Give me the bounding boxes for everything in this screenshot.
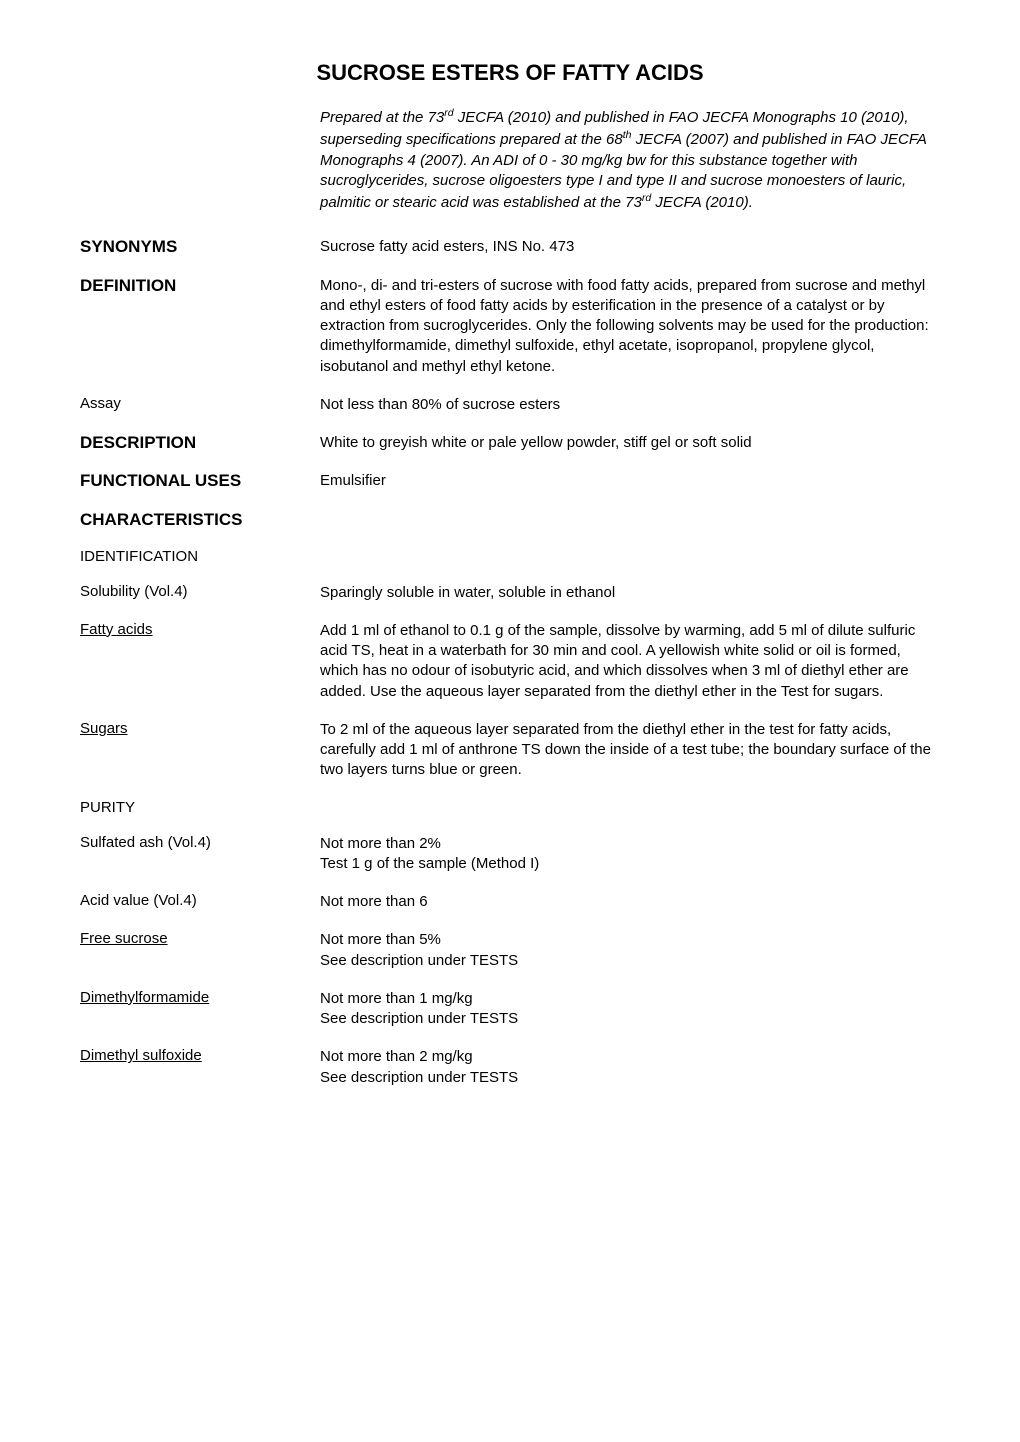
solubility-value: Sparingly soluble in water, soluble in e… xyxy=(320,583,940,603)
dimethylformamide-value: Not more than 1 mg/kg See description un… xyxy=(320,989,940,1030)
acid-value-row: Acid value (Vol.4) Not more than 6 xyxy=(80,892,940,912)
solubility-label: Solubility (Vol.4) xyxy=(80,583,320,600)
synonyms-value: Sucrose fatty acid esters, INS No. 473 xyxy=(320,237,940,257)
sulfated-ash-label: Sulfated ash (Vol.4) xyxy=(80,834,320,851)
document-page: SUCROSE ESTERS OF FATTY ACIDS Prepared a… xyxy=(0,0,1020,1166)
assay-value: Not less than 80% of sucrose esters xyxy=(320,395,940,415)
dimethyl-sulfoxide-value: Not more than 2 mg/kg See description un… xyxy=(320,1047,940,1088)
free-sucrose-label: Free sucrose xyxy=(80,930,320,947)
free-sucrose-value: Not more than 5% See description under T… xyxy=(320,930,940,971)
sulfated-ash-row: Sulfated ash (Vol.4) Not more than 2% Te… xyxy=(80,834,940,875)
definition-value: Mono-, di- and tri-esters of sucrose wit… xyxy=(320,276,940,377)
identification-header: IDENTIFICATION xyxy=(80,548,940,565)
sugars-row: Sugars To 2 ml of the aqueous layer sepa… xyxy=(80,720,940,781)
sulfated-ash-value: Not more than 2% Test 1 g of the sample … xyxy=(320,834,940,875)
dimethylformamide-label: Dimethylformamide xyxy=(80,989,320,1006)
description-value: White to greyish white or pale yellow po… xyxy=(320,433,940,453)
definition-label: DEFINITION xyxy=(80,276,320,296)
description-row: DESCRIPTION White to greyish white or pa… xyxy=(80,433,940,453)
fatty-acids-value: Add 1 ml of ethanol to 0.1 g of the samp… xyxy=(320,621,940,702)
synonyms-label: SYNONYMS xyxy=(80,237,320,257)
functional-uses-label: FUNCTIONAL USES xyxy=(80,471,320,491)
acid-value-value: Not more than 6 xyxy=(320,892,940,912)
solubility-row: Solubility (Vol.4) Sparingly soluble in … xyxy=(80,583,940,603)
dimethyl-sulfoxide-row: Dimethyl sulfoxide Not more than 2 mg/kg… xyxy=(80,1047,940,1088)
assay-label: Assay xyxy=(80,395,320,412)
characteristics-header: CHARACTERISTICS xyxy=(80,510,940,530)
fatty-acids-row: Fatty acids Add 1 ml of ethanol to 0.1 g… xyxy=(80,621,940,702)
synonyms-row: SYNONYMS Sucrose fatty acid esters, INS … xyxy=(80,237,940,257)
functional-uses-value: Emulsifier xyxy=(320,471,940,491)
sugars-label: Sugars xyxy=(80,720,320,737)
assay-row: Assay Not less than 80% of sucrose ester… xyxy=(80,395,940,415)
functional-uses-row: FUNCTIONAL USES Emulsifier xyxy=(80,471,940,491)
description-label: DESCRIPTION xyxy=(80,433,320,453)
acid-value-label: Acid value (Vol.4) xyxy=(80,892,320,909)
intro-paragraph: Prepared at the 73rd JECFA (2010) and pu… xyxy=(320,106,940,213)
definition-row: DEFINITION Mono-, di- and tri-esters of … xyxy=(80,276,940,377)
dimethyl-sulfoxide-label: Dimethyl sulfoxide xyxy=(80,1047,320,1064)
free-sucrose-row: Free sucrose Not more than 5% See descri… xyxy=(80,930,940,971)
purity-header: PURITY xyxy=(80,799,940,816)
fatty-acids-label: Fatty acids xyxy=(80,621,320,638)
page-title: SUCROSE ESTERS OF FATTY ACIDS xyxy=(80,60,940,86)
dimethylformamide-row: Dimethylformamide Not more than 1 mg/kg … xyxy=(80,989,940,1030)
sugars-value: To 2 ml of the aqueous layer separated f… xyxy=(320,720,940,781)
